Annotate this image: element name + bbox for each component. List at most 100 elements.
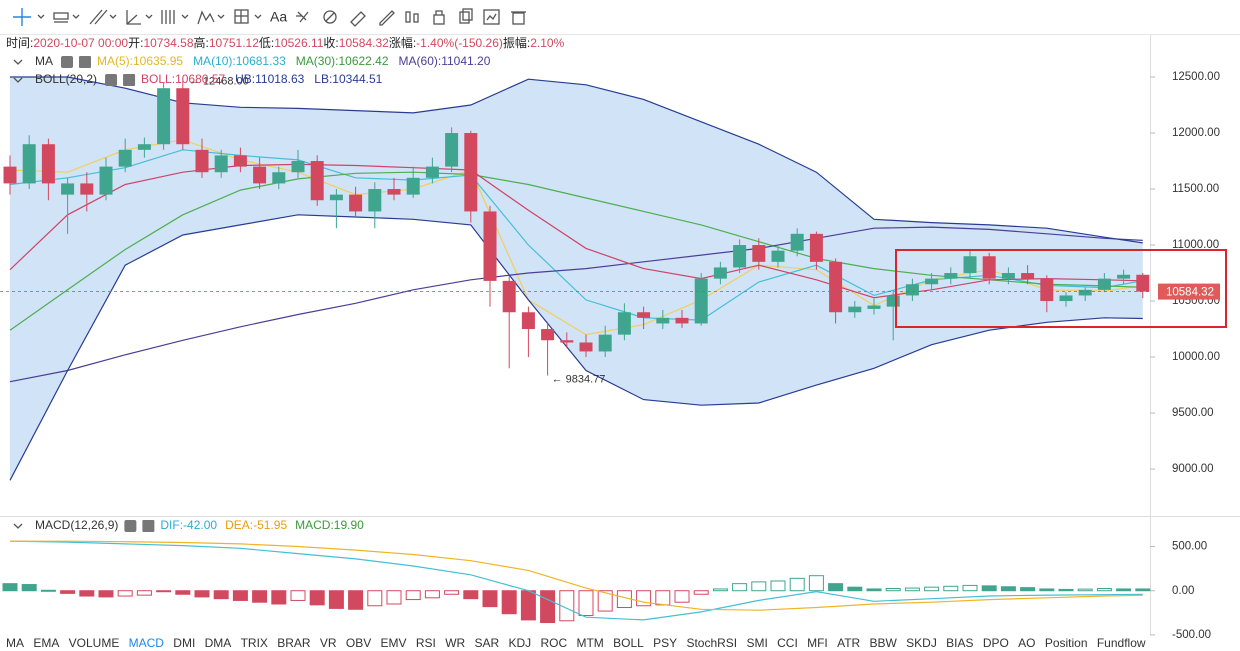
- macd-bar: [463, 590, 479, 600]
- indicator-tab[interactable]: SMI: [746, 636, 768, 650]
- indicator-tab[interactable]: DPO: [982, 636, 1009, 650]
- line-tool[interactable]: [53, 12, 69, 23]
- last-price-label: 10584.32: [1166, 287, 1214, 299]
- candle-body: [41, 144, 55, 184]
- macd-bar: [866, 588, 882, 592]
- indicator-tab[interactable]: MA: [6, 636, 24, 650]
- macd-bar: [1039, 588, 1055, 592]
- collapse-caret[interactable]: [13, 59, 23, 65]
- dropdown-caret[interactable]: [37, 14, 45, 19]
- indicator-tab[interactable]: KDJ: [508, 636, 532, 650]
- candle-body: [233, 155, 247, 167]
- info-value: 10751.12: [209, 36, 259, 50]
- collapse-caret[interactable]: [13, 77, 23, 83]
- collapse-caret[interactable]: [13, 523, 23, 529]
- candle-body: [637, 312, 651, 318]
- indicator-tab[interactable]: StochRSI: [686, 636, 738, 650]
- macd-bar: [943, 585, 959, 592]
- dropdown-caret[interactable]: [145, 14, 153, 19]
- macd-bar: [1116, 588, 1132, 592]
- indicator-line: [9, 226, 1143, 383]
- indicator-tab[interactable]: VOLUME: [68, 636, 120, 650]
- measure-tool[interactable]: [234, 9, 249, 24]
- macd-bar: [924, 586, 940, 592]
- indicator-tab[interactable]: PSY: [653, 636, 678, 650]
- indicator-tab[interactable]: SKDJ: [906, 636, 937, 650]
- indicator-tab[interactable]: Fundflow: [1096, 636, 1146, 650]
- candle-body: [1117, 274, 1131, 279]
- indicator-tab[interactable]: ATR: [837, 636, 861, 650]
- indicator-tab[interactable]: BIAS: [946, 636, 974, 650]
- settings-icon[interactable]: [124, 520, 137, 532]
- pencil-tool[interactable]: [379, 10, 395, 26]
- close-icon[interactable]: [123, 74, 136, 86]
- indicator-tab[interactable]: VR: [319, 636, 337, 650]
- candle-body: [617, 312, 631, 335]
- candle-body: [80, 183, 94, 195]
- indicator-tab[interactable]: OBV: [345, 636, 372, 650]
- info-label: 低:: [259, 36, 274, 50]
- indicator-tab[interactable]: ROC: [540, 636, 568, 650]
- legend-entry: MA(60):11041.20: [399, 54, 491, 68]
- legend-entry: MACD:19.90: [295, 518, 364, 532]
- magnet-tool[interactable]: [323, 10, 337, 24]
- legend-entry: MA(5):10635.95: [97, 54, 183, 68]
- indicator-tab[interactable]: TRIX: [240, 636, 268, 650]
- indicator-tab[interactable]: DMI: [173, 636, 196, 650]
- close-icon[interactable]: [79, 56, 91, 68]
- macd-bar: [348, 590, 364, 610]
- macd-bar: [1135, 588, 1151, 592]
- dropdown-caret[interactable]: [109, 14, 117, 19]
- wave-tool[interactable]: [197, 10, 215, 25]
- close-icon[interactable]: [142, 520, 155, 532]
- settings-icon[interactable]: [61, 56, 73, 68]
- indicator-tab[interactable]: BRAR: [277, 636, 311, 650]
- angle-tool[interactable]: [126, 10, 141, 25]
- macd-bar: [405, 590, 421, 601]
- channel-tool[interactable]: [89, 9, 108, 25]
- crosshair-tool[interactable]: [13, 8, 31, 26]
- indicator-tab[interactable]: MFI: [807, 636, 828, 650]
- macd-bar: [21, 584, 37, 592]
- candle-body: [752, 245, 766, 262]
- candle-body: [61, 183, 75, 195]
- text-tool[interactable]: Aa: [270, 9, 287, 25]
- dropdown-caret[interactable]: [217, 14, 225, 19]
- indicator-tab[interactable]: Position: [1044, 636, 1088, 650]
- macd-bar: [1077, 588, 1093, 592]
- indicator-tab[interactable]: BOLL: [613, 636, 644, 650]
- indicator-tab[interactable]: MACD: [128, 636, 164, 650]
- pitchfork-tool[interactable]: [161, 10, 175, 24]
- y-tick-label: 10000.00: [1172, 351, 1220, 363]
- boll-band: [10, 77, 1143, 481]
- indicator-tab[interactable]: DMA: [204, 636, 232, 650]
- indicator-tab[interactable]: RSI: [415, 636, 436, 650]
- indicator-tab[interactable]: EMA: [33, 636, 60, 650]
- candle-body: [1078, 289, 1092, 296]
- dropdown-caret[interactable]: [181, 14, 189, 19]
- dropdown-caret[interactable]: [72, 14, 80, 19]
- candle-body: [541, 329, 555, 341]
- info-label: 高:: [194, 35, 209, 50]
- delete-tool[interactable]: [511, 11, 526, 25]
- indicator-tab[interactable]: EMV: [380, 636, 407, 650]
- erase-tool[interactable]: [296, 11, 309, 23]
- screenshot-tool[interactable]: [483, 9, 500, 25]
- indicator-tab[interactable]: CCI: [777, 636, 798, 650]
- indicator-tab[interactable]: AO: [1018, 636, 1036, 650]
- y-tick-label: 0.00: [1172, 585, 1194, 597]
- candle-tool[interactable]: [405, 11, 419, 23]
- macd-bar: [271, 590, 287, 605]
- ruler-tool[interactable]: [350, 11, 366, 27]
- dropdown-caret[interactable]: [254, 14, 262, 19]
- copy-tool[interactable]: [459, 8, 473, 24]
- settings-icon[interactable]: [105, 74, 118, 86]
- indicator-line: [10, 76, 1143, 244]
- lock-tool[interactable]: [433, 10, 445, 25]
- indicator-tab[interactable]: BBW: [869, 636, 897, 650]
- candle-body: [214, 155, 228, 173]
- indicator-tab[interactable]: SAR: [474, 636, 500, 650]
- indicator-tab[interactable]: MTM: [576, 636, 604, 650]
- indicator-tab[interactable]: WR: [445, 636, 466, 650]
- legend-entry: BOLL:10680.57: [141, 72, 225, 86]
